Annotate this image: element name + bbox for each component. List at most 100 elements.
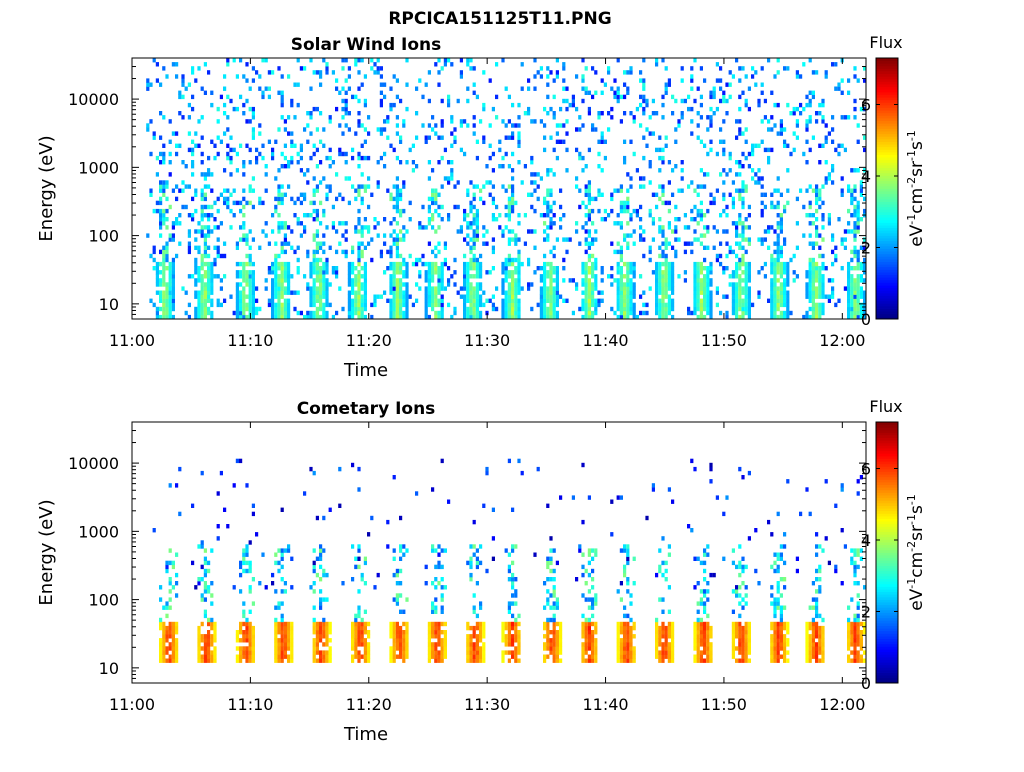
spectrogram-cell <box>588 258 591 262</box>
colorbar-band <box>876 139 898 142</box>
spectrogram-cell <box>713 246 716 250</box>
spectrogram-cell <box>642 136 645 140</box>
spectrogram-cell <box>287 274 290 278</box>
spectrogram-cell <box>169 262 172 266</box>
spectrogram-cell <box>857 250 860 254</box>
spectrogram-cell <box>245 62 248 66</box>
spectrogram-cell <box>665 262 668 266</box>
spectrogram-cell <box>162 115 165 119</box>
spectrogram-cell <box>466 295 469 299</box>
spectrogram-cell <box>249 258 252 262</box>
spectrogram-cell <box>665 278 668 282</box>
spectrogram-cell <box>380 254 383 258</box>
spectrogram-cell <box>476 274 479 278</box>
spectrogram-cell <box>265 233 268 237</box>
spectrogram-cell <box>853 225 856 229</box>
spectrogram-cell <box>556 622 559 626</box>
spectrogram-cell <box>357 209 360 213</box>
spectrogram-cell <box>226 152 229 156</box>
spectrogram-cell <box>850 213 853 217</box>
spectrogram-cell <box>217 225 220 229</box>
spectrogram-cell <box>325 630 328 634</box>
spectrogram-cell <box>226 156 229 160</box>
spectrogram-cell <box>857 254 860 258</box>
spectrogram-cell <box>553 95 556 99</box>
colorbar-band <box>876 288 898 291</box>
spectrogram-cell <box>783 242 786 246</box>
spectrogram-cell <box>316 164 319 168</box>
spectrogram-cell <box>213 156 216 160</box>
spectrogram-cell <box>594 311 597 315</box>
spectrogram-cell <box>197 307 200 311</box>
spectrogram-cell <box>207 659 210 663</box>
spectrogram-cell <box>370 66 373 70</box>
spectrogram-cell <box>431 642 434 646</box>
spectrogram-cell <box>601 217 604 221</box>
spectrogram-cell <box>530 205 533 209</box>
spectrogram-cell <box>610 266 613 270</box>
spectrogram-cell <box>463 119 466 123</box>
spectrogram-cell <box>242 634 245 638</box>
spectrogram-cell <box>770 270 773 274</box>
spectrogram-cell <box>204 585 207 589</box>
spectrogram-cell <box>325 62 328 66</box>
spectrogram-cell <box>159 189 162 193</box>
spectrogram-cell <box>261 229 264 233</box>
spectrogram-cell <box>585 184 588 188</box>
spectrogram-cell <box>162 262 165 266</box>
spectrogram-cell <box>748 299 751 303</box>
spectrogram-cell <box>620 250 623 254</box>
spectrogram-cell <box>242 650 245 654</box>
spectrogram-cell <box>287 184 290 188</box>
spectrogram-cell <box>252 136 255 140</box>
spectrogram-cell <box>213 144 216 148</box>
spectrogram-cell <box>469 246 472 250</box>
spectrogram-cell <box>290 630 293 634</box>
spectrogram-cell <box>271 282 274 286</box>
spectrogram-cell <box>345 58 348 62</box>
spectrogram-cell <box>207 233 210 237</box>
spectrogram-cell <box>553 201 556 205</box>
spectrogram-cell <box>277 66 280 70</box>
spectrogram-cell <box>383 83 386 87</box>
spectrogram-cell <box>469 642 472 646</box>
spectrogram-cell <box>700 299 703 303</box>
spectrogram-cell <box>818 111 821 115</box>
spectrogram-cell <box>626 291 629 295</box>
spectrogram-cell <box>319 577 322 581</box>
spectrogram-cell <box>441 585 444 589</box>
spectrogram-cell <box>629 286 632 290</box>
spectrogram-cell <box>697 237 700 241</box>
spectrogram-cell <box>284 225 287 229</box>
spectrogram-cell <box>396 303 399 307</box>
spectrogram-cell <box>204 561 207 565</box>
spectrogram-cell <box>642 156 645 160</box>
spectrogram-cell <box>745 270 748 274</box>
spectrogram-cell <box>415 299 418 303</box>
spectrogram-cell <box>591 655 594 659</box>
spectrogram-cell <box>700 262 703 266</box>
spectrogram-cell <box>249 270 252 274</box>
spectrogram-cell <box>169 299 172 303</box>
spectrogram-cell <box>809 148 812 152</box>
spectrogram-cell <box>505 311 508 315</box>
spectrogram-cell <box>399 299 402 303</box>
spectrogram-cell <box>169 626 172 630</box>
spectrogram-cell <box>553 589 556 593</box>
spectrogram-cell <box>156 209 159 213</box>
spectrogram-cell <box>809 307 812 311</box>
spectrogram-cell <box>405 655 408 659</box>
spectrogram-cell <box>687 184 690 188</box>
spectrogram-cell <box>546 299 549 303</box>
spectrogram-cell <box>165 638 168 642</box>
spectrogram-cell <box>319 650 322 654</box>
spectrogram-cell <box>508 299 511 303</box>
spectrogram-cell <box>476 209 479 213</box>
spectrogram-cell <box>313 282 316 286</box>
spectrogram-cell <box>281 630 284 634</box>
spectrogram-cell <box>156 291 159 295</box>
spectrogram-cell <box>533 58 536 62</box>
spectrogram-cell <box>396 221 399 225</box>
spectrogram-cell <box>514 577 517 581</box>
spectrogram-cell <box>623 307 626 311</box>
